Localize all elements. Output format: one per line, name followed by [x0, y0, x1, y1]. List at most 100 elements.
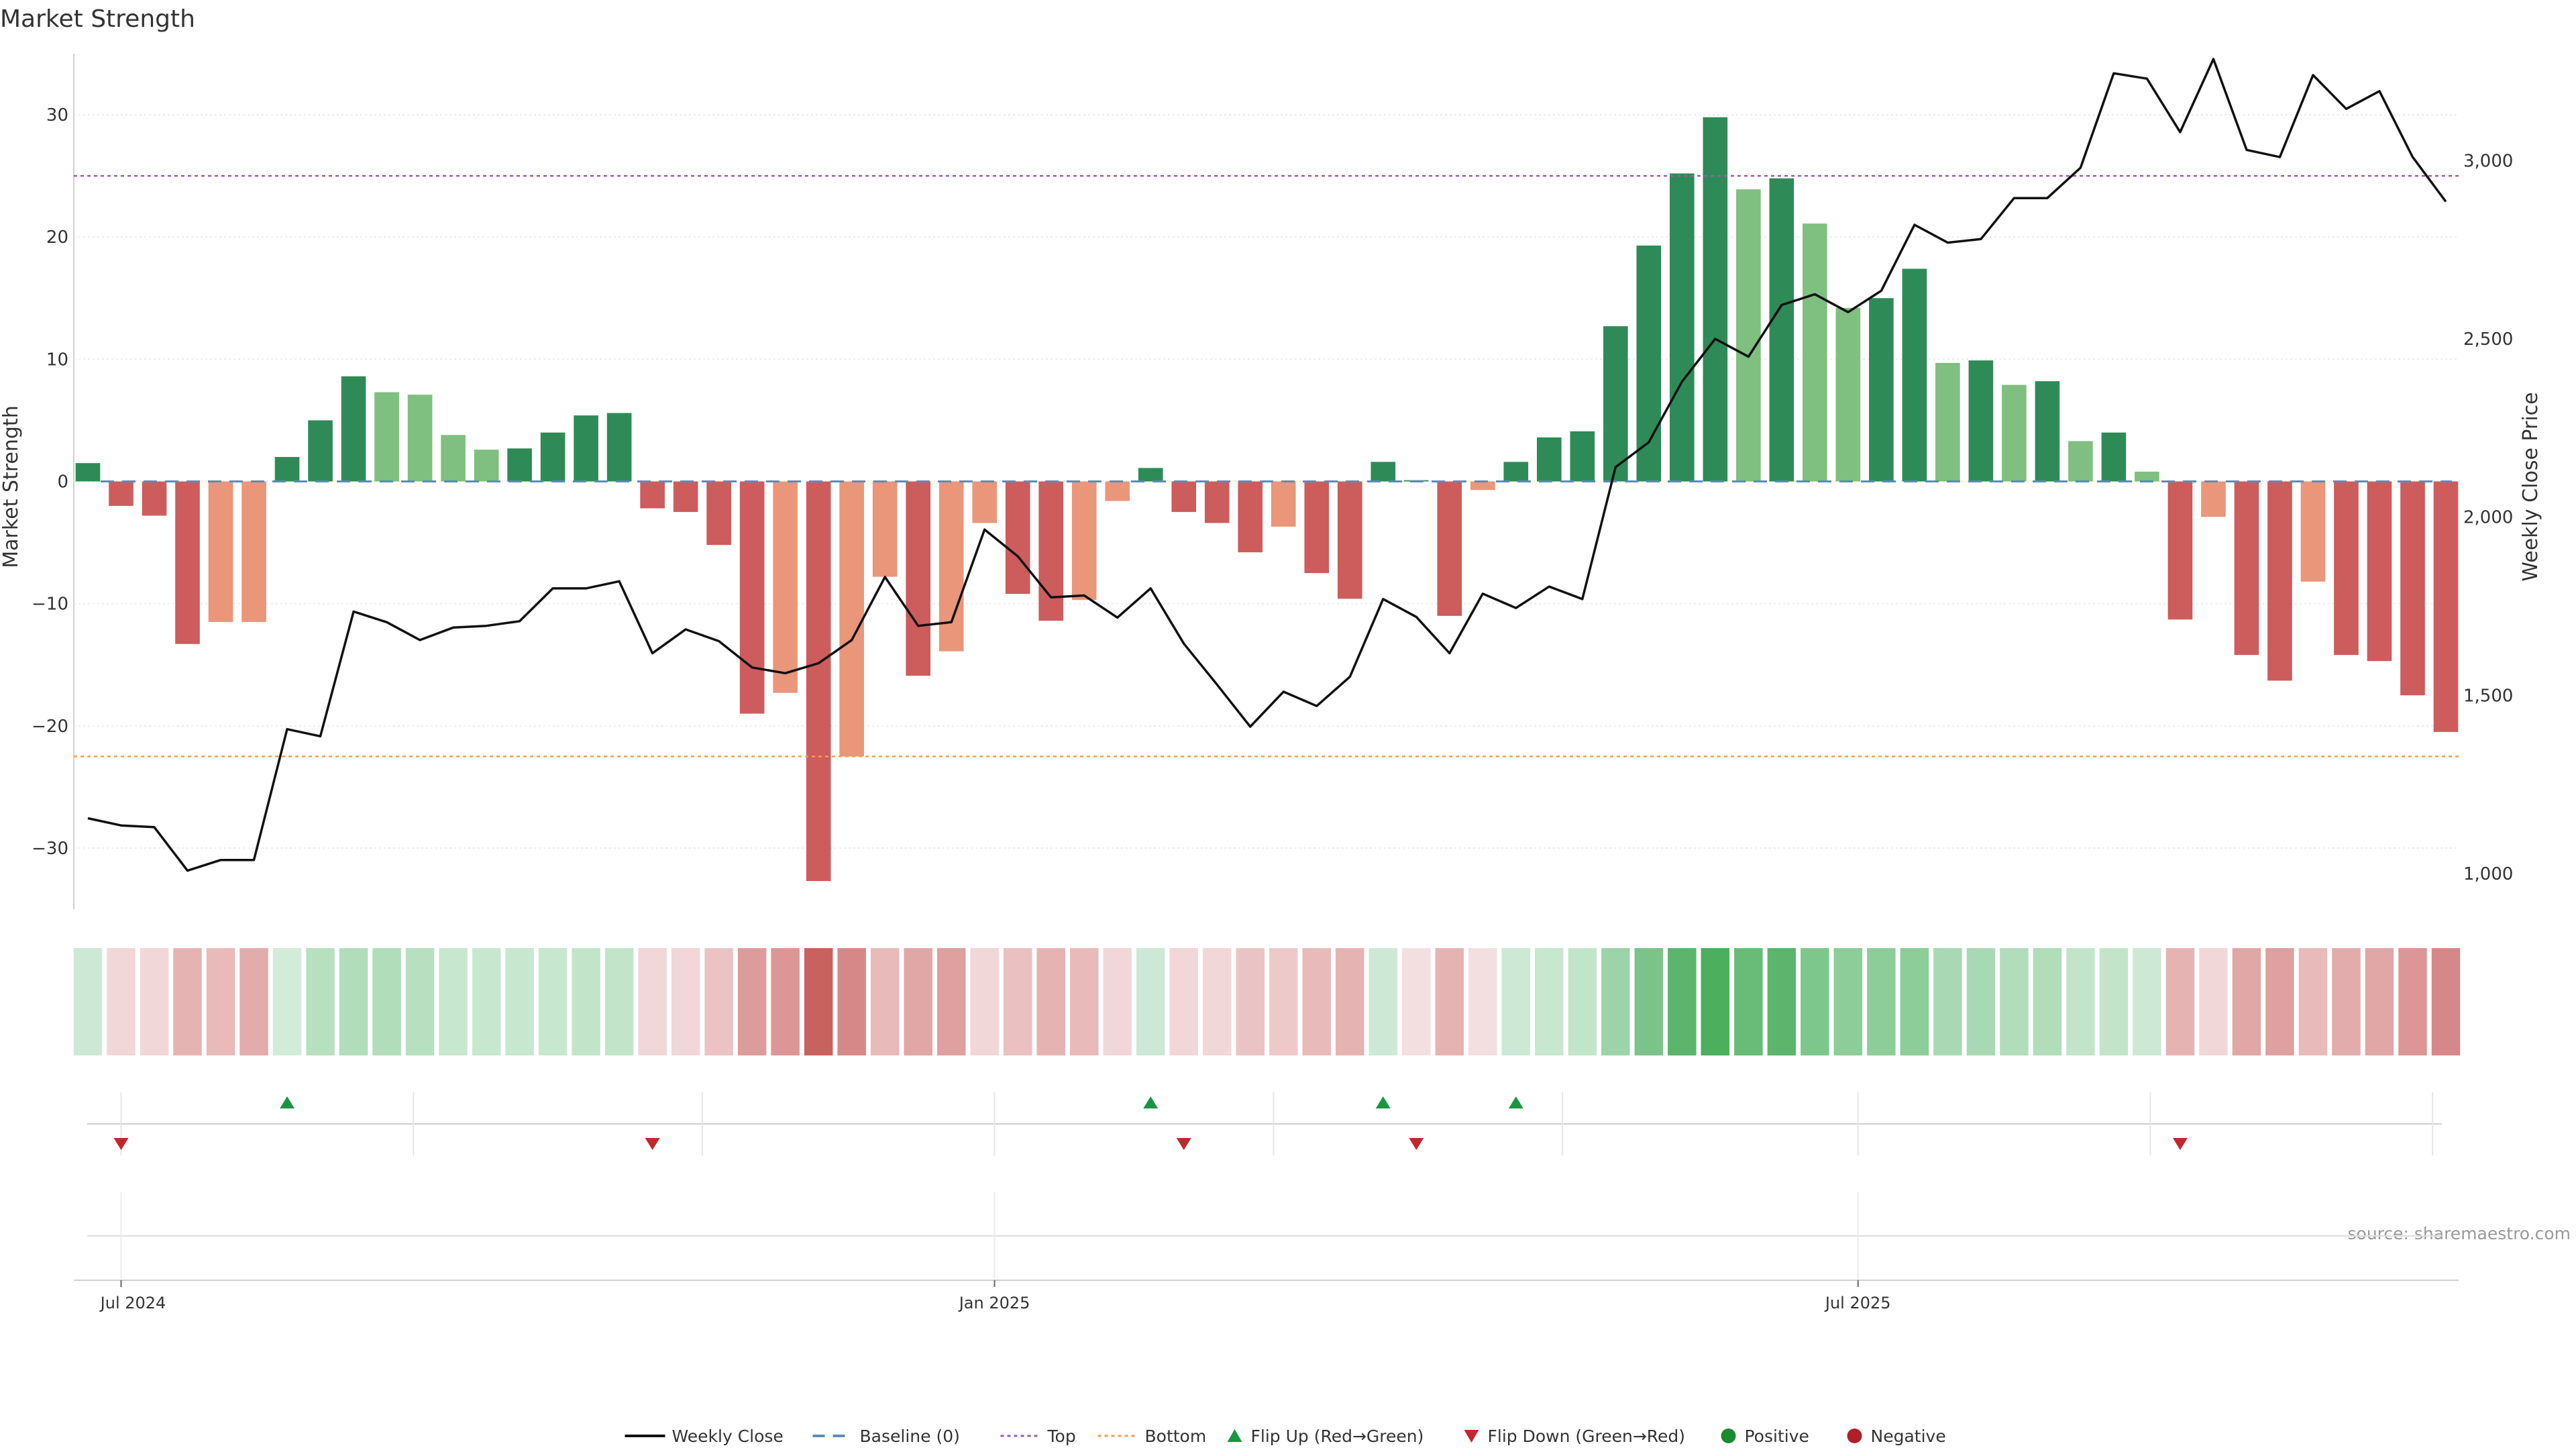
strength-bar [872, 481, 898, 577]
legend-item: Positive [1721, 1427, 1809, 1446]
right-tick-label: 1,500 [2463, 686, 2513, 706]
empty-panel [87, 1192, 2442, 1280]
strength-bar [1105, 481, 1130, 501]
left-tick-label: −20 [32, 717, 68, 737]
strength-bar [773, 481, 798, 693]
strip-cell [837, 948, 866, 1055]
strip-cell [1668, 948, 1697, 1055]
legend-item: Bottom [1097, 1427, 1206, 1446]
strength-bar [1238, 481, 1263, 553]
strip-cell [1036, 948, 1065, 1055]
x-tick-label: Jul 2024 [99, 1294, 166, 1312]
strip-cell [439, 948, 468, 1055]
strength-bar [1204, 481, 1230, 523]
strip-cell [1435, 948, 1464, 1055]
strength-bar [1138, 468, 1163, 482]
strength-bar [1503, 462, 1529, 482]
legend-dot-icon [1847, 1429, 1862, 1443]
strip-cell [1734, 948, 1763, 1055]
legend-item: Baseline (0) [812, 1427, 960, 1446]
strength-bar [606, 413, 632, 482]
strip-cell [936, 948, 966, 1055]
strip-cell [1634, 948, 1664, 1055]
strip-cell [405, 948, 435, 1055]
strip-cell [1368, 948, 1398, 1055]
legend-label: Top [1047, 1427, 1076, 1446]
strip-cell [538, 948, 568, 1055]
strip-cell [2000, 948, 2029, 1055]
strength-bar [2167, 481, 2193, 620]
strip-cell [1767, 948, 1796, 1055]
left-tick-label: 0 [57, 472, 68, 492]
legend-item: Flip Down (Green→Red) [1464, 1427, 1686, 1446]
strength-bar [972, 481, 998, 523]
strip-cell [2165, 948, 2195, 1055]
weekly-close-line [87, 58, 2447, 872]
strength-bar [1071, 481, 1097, 601]
strip-cell [1236, 948, 1265, 1055]
right-axis-label: Weekly Close Price [2519, 392, 2542, 581]
strength-bar [2267, 481, 2292, 681]
strip-cell [2365, 948, 2394, 1055]
strip-cell [737, 948, 767, 1055]
strip-cell [771, 948, 800, 1055]
strength-bar [341, 376, 366, 482]
strength-bar [2334, 481, 2359, 656]
strength-bar [1304, 481, 1330, 574]
strip-cell [1568, 948, 1597, 1055]
legend-dot-icon [1721, 1429, 1736, 1443]
strength-bar [1703, 117, 1728, 482]
strength-bar [109, 481, 133, 506]
legend-label: Weekly Close [672, 1427, 784, 1446]
strength-bar [75, 463, 101, 482]
strip-cell [1867, 948, 1896, 1055]
right-tick-label: 3,000 [2463, 151, 2513, 171]
right-tick-label: 2,500 [2463, 329, 2513, 350]
strip-cell [1103, 948, 1132, 1055]
legend-label: Flip Down (Green→Red) [1488, 1427, 1686, 1446]
strength-bar [308, 420, 333, 482]
strip-cell [904, 948, 932, 1055]
x-tick-label: Jul 2025 [1824, 1294, 1891, 1312]
legend-label: Positive [1745, 1427, 1809, 1446]
strip-cell [638, 948, 667, 1055]
strength-bar [2068, 441, 2093, 482]
strength-bar [142, 481, 167, 516]
strength-bar [1337, 481, 1362, 599]
strip-cell [2066, 948, 2095, 1055]
strip-cell [671, 948, 700, 1055]
strength-bar [2300, 481, 2326, 582]
chart-title: Market Strength [0, 5, 195, 33]
strip-cell [2199, 948, 2228, 1055]
strength-bar [640, 481, 665, 509]
flip-up-marker [1143, 1096, 1159, 1108]
strip-cell [1069, 948, 1099, 1055]
flip-down-marker [113, 1138, 129, 1150]
left-tick-label: −30 [32, 839, 68, 859]
strip-cell [1701, 948, 1730, 1055]
strip-cell [1402, 948, 1431, 1055]
left-tick-label: 10 [46, 350, 68, 370]
strength-bar [1570, 431, 1595, 482]
strength-bar [175, 481, 200, 644]
strip-cell [870, 948, 900, 1055]
strip-cell [1003, 948, 1032, 1055]
strength-bar [1038, 481, 1064, 621]
flip-down-marker [645, 1138, 660, 1150]
legend-label: Negative [1871, 1427, 1946, 1446]
strength-bar [507, 448, 532, 482]
legend-item: Weekly Close [625, 1427, 784, 1446]
strength-bar [2101, 432, 2127, 482]
strength-bar [2201, 481, 2226, 517]
strength-bar [540, 432, 566, 482]
left-tick-label: 20 [46, 227, 68, 248]
strength-bar [1536, 437, 1562, 482]
strength-heat-strip [73, 948, 2461, 1055]
strip-cell [572, 948, 600, 1055]
strength-bar [2234, 481, 2259, 656]
strip-cell [2431, 948, 2461, 1055]
strip-cell [604, 948, 634, 1055]
strength-bar [2002, 384, 2027, 482]
